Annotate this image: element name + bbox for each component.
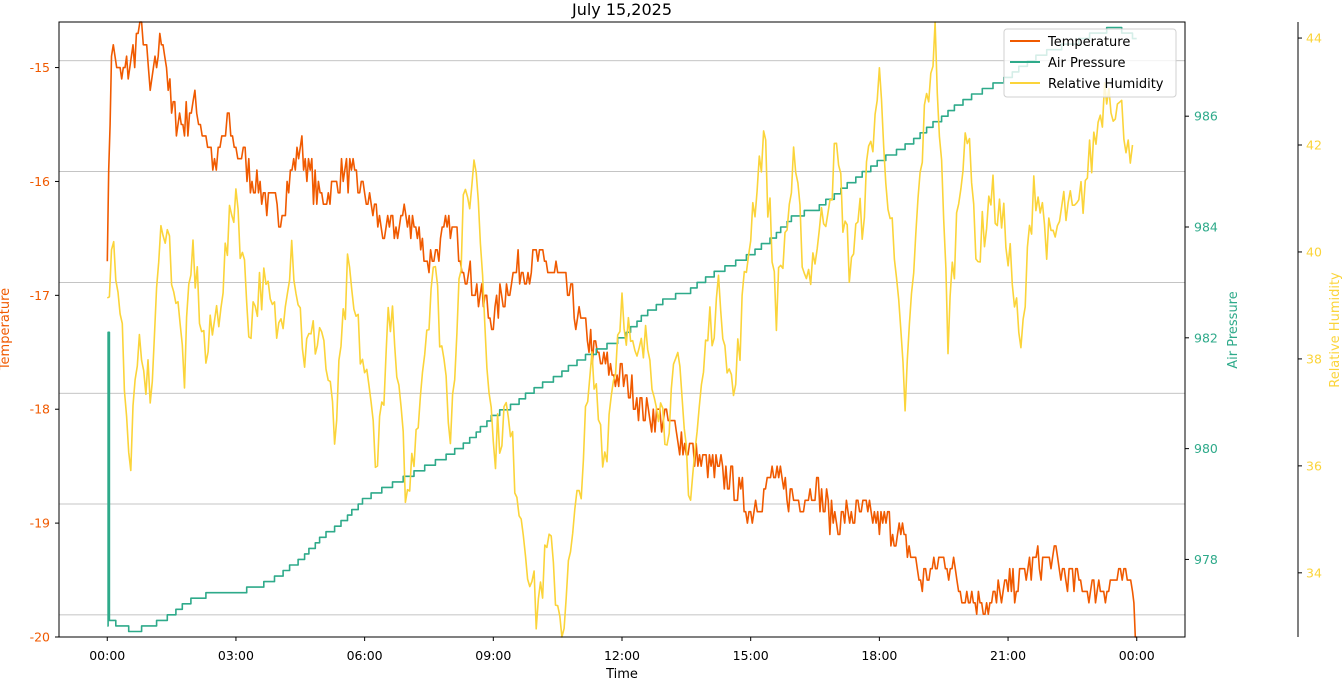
relative-humidity-y-tick-label: 44 — [1306, 31, 1322, 46]
x-tick-label: 06:00 — [347, 648, 383, 663]
x-tick-label: 09:00 — [475, 648, 511, 663]
y-axis-title-air-pressure: Air Pressure — [1226, 291, 1241, 369]
x-axis-title: Time — [605, 667, 638, 682]
legend: Temperature Air Pressure Relative Humidi… — [1003, 28, 1177, 98]
air-pressure-y-tick-label: 986 — [1194, 109, 1218, 124]
temperature-y-tick-label: -15 — [30, 60, 50, 75]
x-tick-label: 03:00 — [218, 648, 254, 663]
y-axis-temperature: -20 -19 -18 -17 -16 -15 — [30, 60, 59, 645]
x-tick-label: 15:00 — [733, 648, 769, 663]
air-pressure-y-tick-label: 978 — [1194, 552, 1218, 567]
temperature-y-tick-label: -19 — [30, 516, 50, 531]
relative-humidity-y-tick-label: 42 — [1306, 138, 1322, 153]
air-pressure-y-tick-label: 980 — [1194, 441, 1218, 456]
legend-label-relative-humidity: Relative Humidity — [1048, 77, 1164, 92]
chart-title: July 15,2025 — [571, 0, 672, 19]
series-line-relative-humidity — [106, 21, 1134, 638]
relative-humidity-y-tick-label: 38 — [1306, 351, 1322, 366]
temperature-y-tick-label: -17 — [30, 288, 50, 303]
temperature-y-tick-label: -20 — [30, 630, 50, 645]
x-axis: 00:00 03:00 06:00 09:00 12:00 15:00 18:00 21:00… — [89, 637, 1155, 663]
relative-humidity-y-tick-label: 34 — [1306, 565, 1322, 580]
x-tick-label: 00:00 — [1119, 648, 1155, 663]
air-pressure-y-tick-label: 984 — [1194, 220, 1218, 235]
y-axis-title-relative-humidity: Relative Humidity — [1328, 272, 1343, 388]
temperature-y-tick-label: -18 — [30, 402, 50, 417]
x-tick-label: 21:00 — [990, 648, 1026, 663]
legend-label-temperature: Temperature — [1047, 35, 1130, 50]
legend-label-air-pressure: Air Pressure — [1048, 56, 1126, 71]
relative-humidity-y-tick-label: 40 — [1306, 244, 1322, 259]
x-tick-label: 18:00 — [861, 648, 897, 663]
series-layer — [106, 21, 1137, 638]
y-axis-air-pressure: 978 980 982 984 986 — [1185, 109, 1218, 567]
x-tick-label: 12:00 — [604, 648, 640, 663]
series-line-temperature — [106, 21, 1137, 638]
y-axis-title-temperature: Temperature — [0, 288, 13, 371]
air-pressure-y-tick-label: 982 — [1194, 330, 1218, 345]
y-axis-relative-humidity: 34 36 38 40 42 44 — [1297, 22, 1322, 637]
relative-humidity-y-tick-label: 36 — [1306, 458, 1322, 473]
legend-box — [1003, 28, 1177, 98]
x-tick-label: 00:00 — [89, 648, 125, 663]
temperature-y-tick-label: -16 — [30, 174, 50, 189]
series-line-air-pressure — [107, 26, 1137, 633]
